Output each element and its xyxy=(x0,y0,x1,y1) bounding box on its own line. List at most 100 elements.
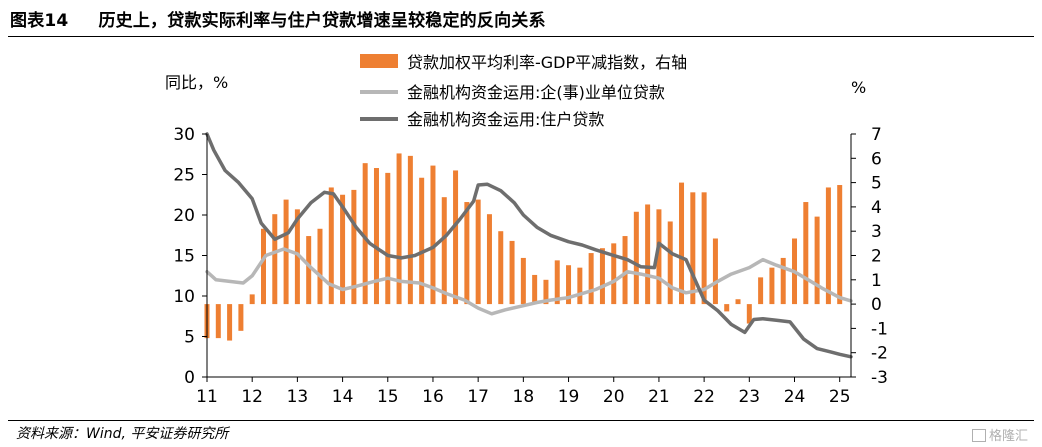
bar-2011Q4 xyxy=(238,304,244,331)
bar-2025Q1 xyxy=(837,185,843,305)
watermark: 格隆汇 xyxy=(971,425,1028,444)
bar-2017Q4 xyxy=(509,240,515,305)
x-tick-label: 20 xyxy=(603,387,625,407)
x-tick-label: 18 xyxy=(513,387,535,407)
bottom-rule xyxy=(8,420,1034,421)
legend: 贷款加权平均利率-GDP平减指数，右轴金融机构资金运用:企(事)业单位贷款金融机… xyxy=(360,53,687,129)
x-tick-label: 11 xyxy=(196,387,218,407)
y-left-axis-label: 同比，% xyxy=(165,73,228,92)
bar-2011Q2 xyxy=(215,304,221,339)
y-right-tick-label: -1 xyxy=(871,319,888,339)
y-right-tick-label: -2 xyxy=(871,344,888,364)
bar-2014Q2 xyxy=(351,189,357,305)
household-loan-line xyxy=(205,132,853,359)
bar-2014Q1 xyxy=(340,194,346,305)
x-tick-label: 17 xyxy=(467,387,489,407)
x-tick-label: 23 xyxy=(738,387,760,407)
bar-2019Q3 xyxy=(588,253,594,305)
bar-2012Q1 xyxy=(249,294,255,305)
source-note: 资料来源：Wind, 平安证券研究所 xyxy=(16,426,229,442)
y-left-tick-label: 15 xyxy=(173,247,195,267)
bar-2024Q3 xyxy=(814,216,820,305)
bar-2022Q4 xyxy=(735,299,741,305)
x-tick-label: 25 xyxy=(829,387,851,407)
bar-2016Q1 xyxy=(430,165,436,305)
enterprise-loan-line xyxy=(205,247,853,316)
x-tick-label: 22 xyxy=(693,387,715,407)
axes xyxy=(206,134,852,378)
bar-2019Q1 xyxy=(566,265,572,305)
bar-2011Q3 xyxy=(227,304,233,341)
bar-2020Q1 xyxy=(611,243,617,305)
bar-2012Q3 xyxy=(272,214,278,305)
bar-2017Q2 xyxy=(486,214,492,305)
bar-2018Q4 xyxy=(554,260,560,305)
x-tick-label: 15 xyxy=(377,387,399,407)
figure-tag: 图表14 xyxy=(10,11,69,31)
y-right-tick-label: 1 xyxy=(871,271,882,291)
bar-2013Q3 xyxy=(317,228,323,305)
x-tick-label: 16 xyxy=(422,387,444,407)
bar-series xyxy=(204,153,843,341)
y-left-tick-label: 20 xyxy=(173,206,195,226)
bar-2013Q1 xyxy=(294,209,300,305)
bar-2014Q4 xyxy=(373,168,379,305)
bar-2013Q4 xyxy=(328,187,334,305)
bar-2014Q3 xyxy=(362,163,368,305)
bar-2023Q4 xyxy=(780,257,786,305)
figure-title-text: 历史上，贷款实际利率与住户贷款增速呈较稳定的反向关系 xyxy=(98,11,546,31)
y-right-tick-label: 6 xyxy=(871,149,882,169)
bar-2020Q2 xyxy=(622,236,628,305)
bar-2023Q1 xyxy=(746,304,752,324)
watermark-text: 格隆汇 xyxy=(988,429,1028,444)
bar-2021Q1 xyxy=(656,209,662,305)
y-left-tick-label: 25 xyxy=(173,166,195,186)
watermark-logo-icon xyxy=(971,429,986,442)
bar-2024Q2 xyxy=(803,202,809,305)
x-tick-label: 19 xyxy=(558,387,580,407)
bar-2017Q3 xyxy=(498,231,504,305)
bar-2019Q2 xyxy=(577,267,583,305)
x-tick-label: 12 xyxy=(241,387,263,407)
bar-2023Q3 xyxy=(769,267,775,305)
y-right-axis-label: % xyxy=(851,78,866,97)
bar-2021Q3 xyxy=(679,182,685,305)
bar-2017Q1 xyxy=(475,199,481,305)
y-right-tick-label: 4 xyxy=(871,198,882,218)
bar-2016Q2 xyxy=(441,197,447,305)
bar-2019Q4 xyxy=(599,248,605,305)
bar-2015Q2 xyxy=(396,153,402,305)
y-left-tick-label: 0 xyxy=(184,368,195,388)
legend-label-enterprise: 金融机构资金运用:企(事)业单位贷款 xyxy=(407,83,665,102)
x-tick-label: 24 xyxy=(784,387,806,407)
bar-2018Q3 xyxy=(543,279,549,305)
y-left-tick-label: 30 xyxy=(173,125,195,145)
legend-label-household: 金融机构资金运用:住户贷款 xyxy=(407,110,604,129)
x-tick-label: 13 xyxy=(287,387,309,407)
y-right-tick-label: 3 xyxy=(871,222,882,242)
x-tick-label: 14 xyxy=(332,387,354,407)
bar-2021Q2 xyxy=(667,221,673,305)
legend-label-bar: 贷款加权平均利率-GDP平减指数，右轴 xyxy=(407,53,687,72)
bar-2012Q4 xyxy=(283,199,289,305)
y-left-tick-label: 5 xyxy=(184,328,195,348)
bar-2022Q1 xyxy=(701,192,707,305)
y-right-tick-label: 7 xyxy=(871,125,882,145)
figure-title: 图表14 历史上，贷款实际利率与住户贷款增速呈较稳定的反向关系 xyxy=(10,6,546,31)
bar-2015Q4 xyxy=(419,177,425,305)
y-right-tick-label: 2 xyxy=(871,247,882,267)
bar-2018Q1 xyxy=(520,257,526,305)
bar-2020Q4 xyxy=(645,204,651,305)
line-series xyxy=(205,132,853,359)
bar-2012Q2 xyxy=(260,228,266,305)
bar-2022Q3 xyxy=(724,304,730,312)
bar-2015Q1 xyxy=(385,172,391,305)
bar-2013Q2 xyxy=(306,236,312,305)
y-right-tick-label: 0 xyxy=(871,295,882,315)
y-right-tick-label: -3 xyxy=(871,368,888,388)
legend-swatch-bar xyxy=(360,54,398,68)
x-tick-label: 21 xyxy=(648,387,670,407)
bar-2015Q3 xyxy=(407,155,413,305)
